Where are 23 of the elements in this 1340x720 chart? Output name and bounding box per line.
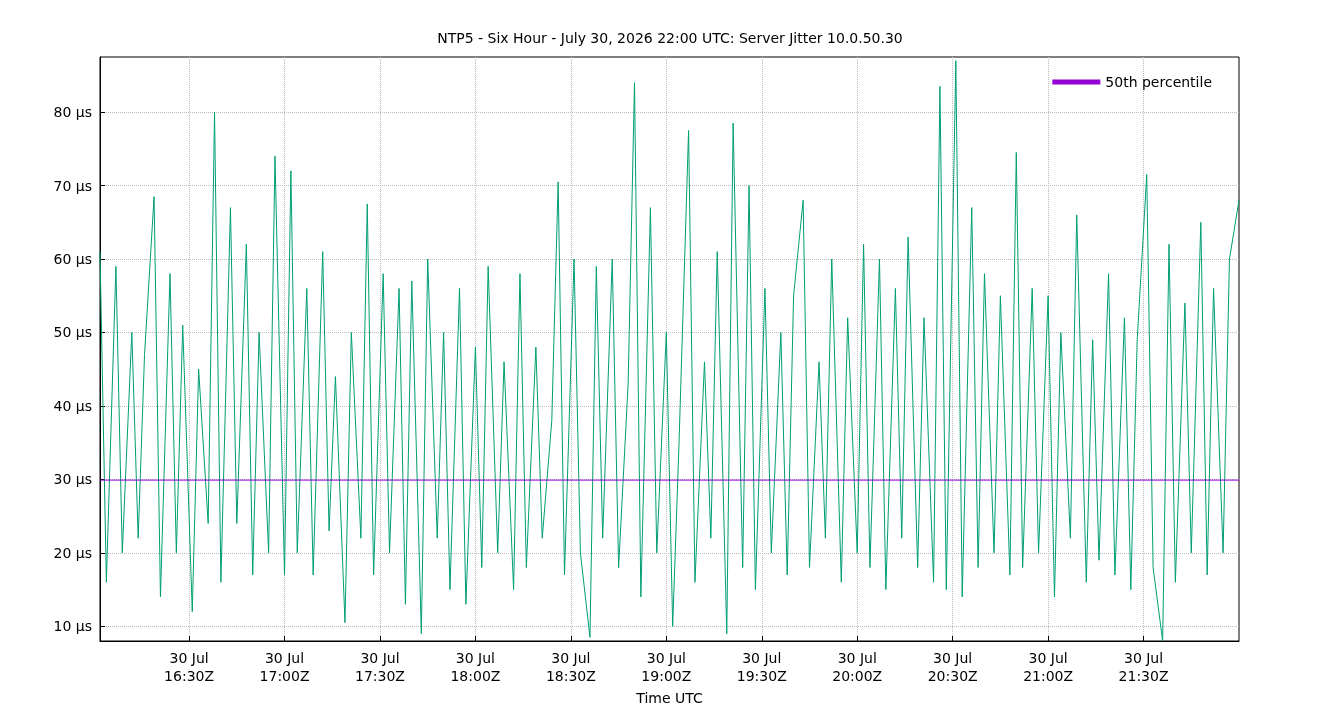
y-tick-label: 80 µs [53, 104, 92, 121]
x-tick-label: 30 Jul 18:30Z [545, 650, 596, 684]
x-tick-label: 30 Jul 21:00Z [1023, 650, 1074, 684]
x-tick-label: 30 Jul 16:30Z [164, 650, 215, 684]
x-tick-label: 30 Jul 21:30Z [1118, 650, 1169, 684]
y-tick-label: 20 µs [53, 544, 92, 561]
y-tick-label: 50 µs [53, 324, 92, 341]
y-tick-label: 60 µs [53, 251, 92, 268]
x-tick-label: 30 Jul 19:00Z [641, 650, 692, 684]
y-tick-label: 30 µs [53, 471, 92, 488]
x-tick-label: 30 Jul 20:30Z [927, 650, 978, 684]
line-series [99, 60, 1240, 642]
x-tick-label: 30 Jul 18:00Z [450, 650, 501, 684]
x-axis-title: Time UTC [635, 690, 703, 706]
legend-label: 50th percentile [1105, 74, 1212, 90]
x-tick-label: 30 Jul 19:30Z [736, 650, 787, 684]
y-tick-label: 40 µs [53, 397, 92, 414]
x-tick-label: 30 Jul 17:30Z [355, 650, 405, 684]
y-tick-label: 70 µs [53, 177, 92, 194]
y-tick-label: 10 µs [53, 618, 92, 635]
x-tick-label: 30 Jul 20:00Z [832, 650, 883, 684]
x-tick-label: 30 Jul 17:00Z [259, 650, 310, 684]
chart-title: NTP5 - Six Hour - July 30, 2026 22:00 UTC: Server Jitter 10.0.50.30 [437, 30, 903, 46]
